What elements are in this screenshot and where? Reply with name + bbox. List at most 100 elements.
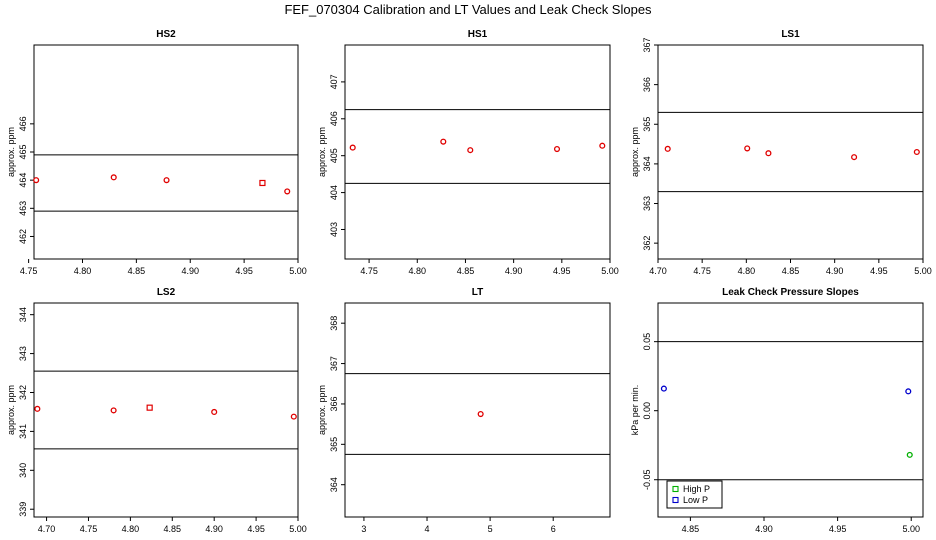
data-point	[163, 177, 170, 184]
data-point	[110, 407, 117, 414]
x-tick-label: 4.85	[128, 266, 146, 276]
panel-title: LS1	[781, 29, 800, 40]
y-tick-label: 368	[329, 316, 339, 331]
y-tick-label: 365	[642, 117, 652, 132]
legend-label: Low P	[683, 495, 708, 505]
data-point	[744, 145, 751, 152]
panel-leak-check-pressure-slopes: Leak Check Pressure Slopes 4.85 4.90 4.95 5.…	[630, 287, 924, 534]
y-tick-label: 364	[642, 156, 652, 171]
x-tick-label: 4.80	[409, 266, 427, 276]
data-point	[440, 138, 447, 145]
y-tick-label: 465	[18, 144, 28, 159]
y-tick-label: 407	[329, 74, 339, 89]
x-tick-label: 4.90	[181, 266, 199, 276]
y-tick-label: 404	[329, 185, 339, 200]
y-tick-label: 364	[329, 477, 339, 492]
panel-hs1: HS1 4.75 4.80 4.85 4.90 4.95 5.00 403 404 405 406 4…	[317, 29, 619, 276]
x-tick-label: 5	[488, 524, 493, 534]
data-point	[349, 144, 356, 151]
y-axis-label: kPa per min.	[630, 385, 640, 436]
x-tick-label: 5.00	[914, 266, 932, 276]
y-axis-label: approx. ppm	[317, 385, 327, 435]
x-tick-label: 5.00	[289, 266, 307, 276]
legend-marker	[672, 496, 679, 504]
plot-frame	[657, 302, 924, 518]
y-tick-label: 365	[329, 437, 339, 452]
data-point	[34, 405, 41, 412]
legend-marker	[672, 485, 679, 493]
y-tick-label: 343	[18, 346, 28, 361]
plot-frame	[657, 44, 924, 260]
x-tick-label: 4.70	[38, 524, 56, 534]
data-point	[913, 148, 920, 156]
x-tick-label: 4.85	[164, 524, 182, 534]
x-tick-label: 5.00	[601, 266, 619, 276]
panel-title: LT	[472, 287, 483, 298]
plot-frame	[344, 44, 611, 260]
x-tick-label: 5.00	[289, 524, 307, 534]
y-tick-label: 0.00	[642, 402, 652, 420]
panel-title: Leak Check Pressure Slopes	[722, 287, 859, 298]
y-tick-label: 0.05	[642, 333, 652, 351]
x-tick-label: 3	[361, 524, 366, 534]
figure-title: FEF_070304 Calibration and LT Values and…	[284, 2, 652, 17]
data-point	[664, 145, 671, 152]
data-point	[33, 177, 40, 184]
y-tick-label: -0.05	[642, 469, 652, 490]
x-tick-label: 5.00	[902, 524, 920, 534]
y-tick-label: 341	[18, 424, 28, 439]
y-tick-label: 405	[329, 148, 339, 163]
y-axis-label: approx. ppm	[630, 127, 640, 177]
x-tick-label: 4.90	[755, 524, 773, 534]
x-tick-label: 4.80	[74, 266, 92, 276]
y-tick-label: 366	[329, 396, 339, 411]
x-tick-label: 4.95	[235, 266, 253, 276]
y-tick-label: 342	[18, 385, 28, 400]
y-tick-label: 466	[18, 116, 28, 131]
x-tick-label: 4.80	[122, 524, 140, 534]
x-tick-label: 4.85	[457, 266, 475, 276]
data-point	[284, 188, 291, 195]
y-axis-label: approx. ppm	[317, 127, 327, 177]
data-point	[765, 150, 772, 157]
y-tick-label: 363	[642, 196, 652, 211]
data-point	[906, 451, 913, 458]
x-tick-label: 6	[551, 524, 556, 534]
y-tick-label: 362	[642, 236, 652, 251]
data-point	[211, 408, 218, 415]
plot-frame	[33, 302, 299, 518]
data-point	[110, 174, 117, 181]
legend-label: High P	[683, 484, 710, 494]
x-tick-label: 4.90	[205, 524, 223, 534]
panel-title: HS2	[156, 29, 176, 40]
x-tick-label: 4.90	[826, 266, 844, 276]
x-tick-label: 4.85	[782, 266, 800, 276]
y-tick-label: 462	[18, 229, 28, 244]
x-tick-label: 4.85	[682, 524, 700, 534]
panel-hs2: HS2 4.75 4.80 4.85 4.90 4.95 5.00 462 463 464 465 4…	[6, 29, 307, 276]
y-tick-label: 366	[642, 77, 652, 92]
data-point	[467, 147, 474, 154]
data-point	[146, 404, 153, 411]
data-point	[477, 410, 484, 418]
panel-title: HS1	[468, 29, 488, 40]
data-point	[905, 388, 912, 395]
x-tick-label: 4.95	[829, 524, 847, 534]
x-tick-label: 4.90	[505, 266, 523, 276]
x-tick-label: 4.75	[20, 266, 38, 276]
data-point	[599, 142, 606, 149]
data-point	[553, 145, 561, 153]
panel-ls1: LS1 4.70 4.75 4.80 4.85 4.90 4.95 5.00 362 363 364…	[630, 29, 932, 276]
x-tick-label: 4.95	[870, 266, 888, 276]
y-tick-label: 340	[18, 463, 28, 478]
x-tick-label: 4.75	[80, 524, 98, 534]
data-point	[290, 413, 297, 420]
x-tick-label: 4.95	[553, 266, 571, 276]
x-tick-label: 4.95	[247, 524, 265, 534]
y-tick-label: 367	[642, 37, 652, 52]
x-tick-label: 4.80	[738, 266, 756, 276]
x-tick-label: 4	[425, 524, 430, 534]
